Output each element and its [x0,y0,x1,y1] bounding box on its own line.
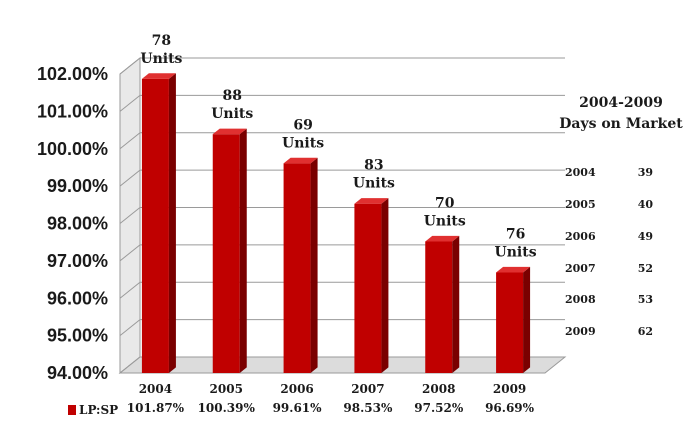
side-table-days: 62 [638,325,653,338]
bar-side [310,157,318,373]
y-tick-label: 94.00% [47,363,108,383]
y-tick-label: 102.00% [37,64,108,84]
x-category-label: 2008 [422,382,455,396]
side-table-days: 39 [638,166,653,179]
side-table-year: 2007 [565,262,596,275]
bar [212,128,247,373]
y-tick-label: 101.00% [37,101,108,121]
x-value-label: 96.69% [485,401,535,415]
bars [141,73,531,373]
x-category-label: 2006 [280,382,313,396]
data-labels: 78 Units 88 Units 69 Units 83 Units 70 Units 76 Uni… [140,33,536,261]
bar-front [212,134,240,373]
gridlines [119,57,565,374]
bar-count-label: 88 [223,88,242,104]
y-axis-ticks: 94.00% 95.00% 96.00% 97.00% 98.00% 99.00% 100.… [37,64,108,383]
x-value-label: 101.87% [127,401,185,415]
bar-top [354,198,389,204]
y-tick-label: 97.00% [47,251,108,271]
side-table-year: 2005 [565,198,596,211]
gridline [119,281,565,299]
bar-count-label: 83 [364,158,383,174]
days-on-market-table: 2004-2009 Days on Market 2004 39 2005 40 200… [559,95,683,338]
x-category-label: 2007 [351,382,384,396]
bar-count-label: 76 [506,226,525,242]
gridline [119,356,565,374]
bar-front [354,203,382,373]
gridline [119,244,565,262]
y-tick-label: 100.00% [37,139,108,159]
bar-count-label: 69 [293,117,312,133]
bar-top [283,157,318,164]
x-category-label: 2004 [139,382,172,396]
gridline [119,57,565,75]
y-tick-label: 99.00% [47,176,108,196]
bar-side [168,73,176,373]
gridline [119,207,565,224]
bar [141,73,176,373]
bar-side [239,128,247,373]
bar-unit-label: Units [211,106,253,122]
x-value-label: 100.39% [198,401,256,415]
gridline [119,169,565,187]
gridline [119,132,565,150]
bar-top [141,73,176,79]
legend-swatch [68,405,76,415]
bar-front [141,78,169,373]
bar-unit-label: Units [495,244,537,260]
x-value-label: 99.61% [273,401,323,415]
bar-front [283,163,311,373]
side-table-year: 2006 [565,230,596,243]
x-axis-categories: 2004 2005 2006 2007 2008 2009 [139,382,527,396]
bar [425,235,460,373]
x-category-label: 2009 [493,382,526,396]
gridline [119,94,565,112]
legend: LP:SP [68,403,118,417]
side-table-year: 2004 [565,166,596,179]
bar-top [496,266,531,273]
side-table-year: 2008 [565,293,596,306]
side-table-title-line2: Days on Market [559,116,683,132]
bar [354,198,389,373]
legend-label: LP:SP [79,403,118,417]
side-table-days: 52 [638,262,653,275]
x-category-label: 2005 [210,382,243,396]
bar-unit-label: Units [140,51,182,67]
bar-count-label: 70 [435,195,455,211]
side-table-days: 53 [638,293,653,306]
bar-unit-label: Units [353,176,395,192]
y-tick-label: 95.00% [47,326,108,346]
bar-side [523,266,531,373]
x-value-label: 98.53% [343,401,393,415]
bar-unit-label: Units [424,213,466,229]
bar-side [452,235,460,373]
side-table-year: 2009 [565,325,596,338]
y-tick-label: 96.00% [47,288,108,308]
side-table-days: 40 [638,198,654,211]
gridline [119,319,565,337]
bar-top [212,128,247,135]
bar-front [425,241,453,373]
bar-unit-label: Units [282,135,324,151]
x-value-label: 97.52% [414,401,464,415]
bar [283,157,318,373]
bar-side [381,198,389,373]
side-table-days: 49 [638,230,653,243]
bar-front [496,272,524,373]
side-table-title-line1: 2004-2009 [579,95,663,111]
x-axis-values: 101.87% 100.39% 99.61% 98.53% 97.52% 96.69% [127,401,535,415]
bar-top [425,235,460,242]
bar [496,266,531,373]
bar-count-label: 78 [152,33,171,49]
y-tick-label: 98.00% [47,214,108,234]
